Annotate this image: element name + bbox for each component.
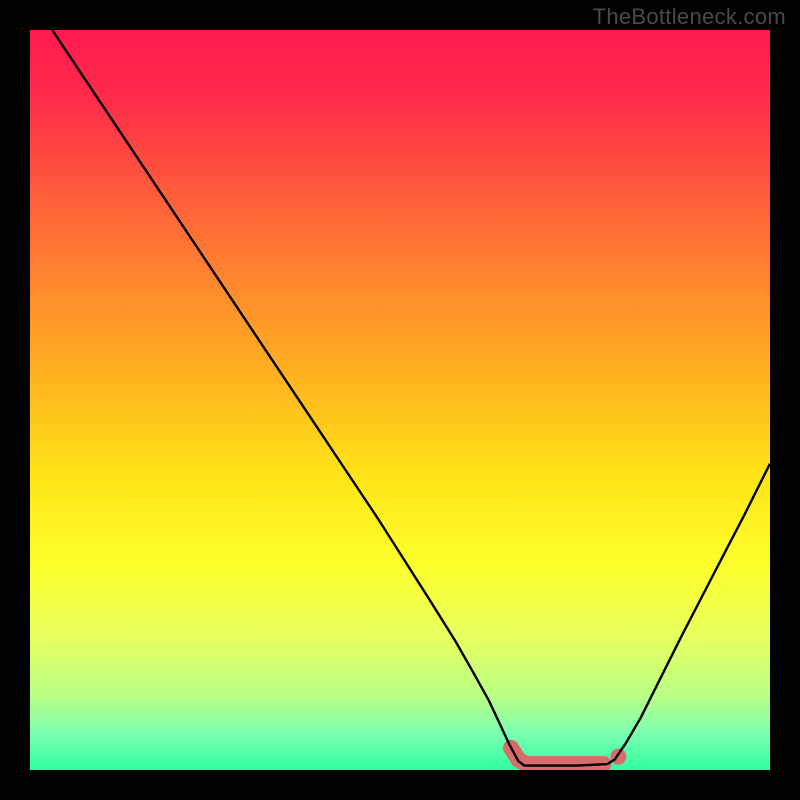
watermark-text: TheBottleneck.com (593, 4, 786, 30)
bottleneck-curve-chart (30, 30, 770, 770)
chart-background (30, 30, 770, 770)
chart-area (30, 30, 770, 770)
optimal-point-marker (610, 749, 626, 765)
